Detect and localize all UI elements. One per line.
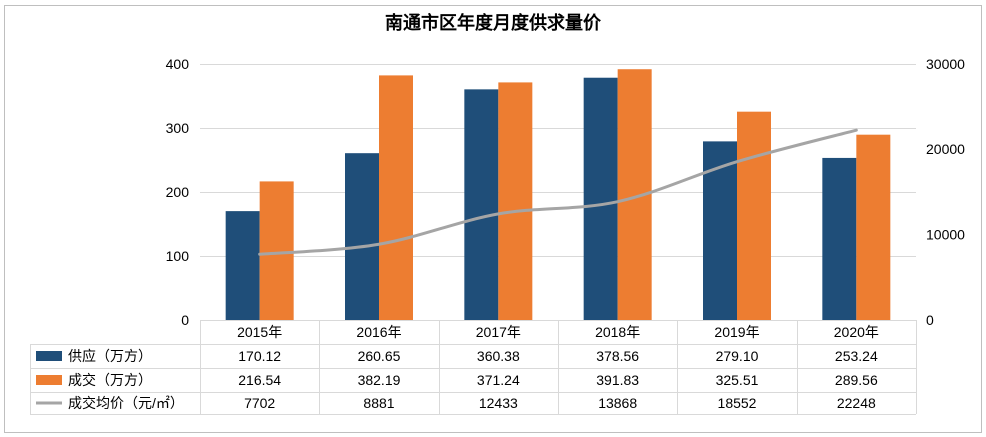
supply-table-cell: 260.65	[358, 348, 401, 364]
avg-price-legend-label: 成交均价（元/㎡）	[68, 395, 184, 411]
left-axis-tick-label: 0	[181, 312, 189, 328]
avg-price-table-cell: 22248	[837, 395, 876, 411]
supply-table-cell: 279.10	[716, 348, 759, 364]
left-axis-tick-label: 200	[166, 184, 190, 200]
avg-price-table-cell: 13868	[598, 395, 637, 411]
chart-title: 南通市区年度月度供求量价	[385, 12, 602, 34]
avg-price-line	[258, 128, 858, 256]
supply-bar	[464, 89, 499, 320]
category-label: 2015年	[237, 324, 282, 340]
avg-price-table-cell: 18552	[718, 395, 757, 411]
category-label: 2018年	[595, 324, 640, 340]
supply-bar	[345, 153, 379, 320]
transaction-bar	[856, 134, 891, 320]
supply-table-cell: 170.12	[238, 348, 281, 364]
category-label: 2019年	[714, 324, 759, 340]
left-axis-tick-label: 300	[166, 120, 190, 136]
supply-bar	[822, 157, 857, 320]
transaction-bar	[259, 181, 294, 320]
left-axis-tick-label: 400	[166, 56, 190, 72]
right-axis-tick-label: 30000	[926, 56, 965, 72]
supply-bar	[583, 77, 618, 320]
transaction-table-cell: 325.51	[716, 372, 759, 388]
transaction-table-cell: 382.19	[358, 372, 401, 388]
supply-legend-label: 供应（万方）	[68, 348, 152, 364]
right-axis-tick-label: 20000	[926, 141, 965, 157]
transaction-table-cell: 391.83	[596, 372, 639, 388]
transaction-bar	[737, 111, 771, 320]
left-axis-tick-label: 100	[166, 248, 190, 264]
line-series	[258, 128, 858, 256]
transaction-table-cell: 371.24	[477, 372, 520, 388]
category-label: 2016年	[356, 324, 401, 340]
supply-table-cell: 360.38	[477, 348, 520, 364]
transaction-bar	[379, 75, 413, 320]
left-axis: 0 100 200 300 400	[166, 56, 190, 328]
supply-bar	[225, 211, 260, 320]
transaction-legend-key	[36, 375, 62, 385]
category-label: 2020年	[834, 324, 879, 340]
right-axis-tick-label: 10000	[926, 227, 965, 243]
transaction-table-cell: 289.56	[835, 372, 878, 388]
right-axis-tick-label: 0	[926, 312, 934, 328]
supply-table-cell: 378.56	[596, 348, 639, 364]
gridlines	[200, 64, 916, 257]
supply-table-cell: 253.24	[835, 348, 878, 364]
avg-price-table-cell: 7702	[244, 395, 275, 411]
avg-price-table-cell: 12433	[479, 395, 518, 411]
right-axis: 0 10000 20000 30000	[926, 56, 965, 328]
avg-price-table-cell: 8881	[363, 395, 394, 411]
supply-legend-key	[36, 351, 62, 361]
transaction-table-cell: 216.54	[238, 372, 281, 388]
transaction-bar	[498, 82, 533, 320]
category-label: 2017年	[476, 324, 521, 340]
transaction-legend-label: 成交（万方）	[68, 372, 152, 388]
